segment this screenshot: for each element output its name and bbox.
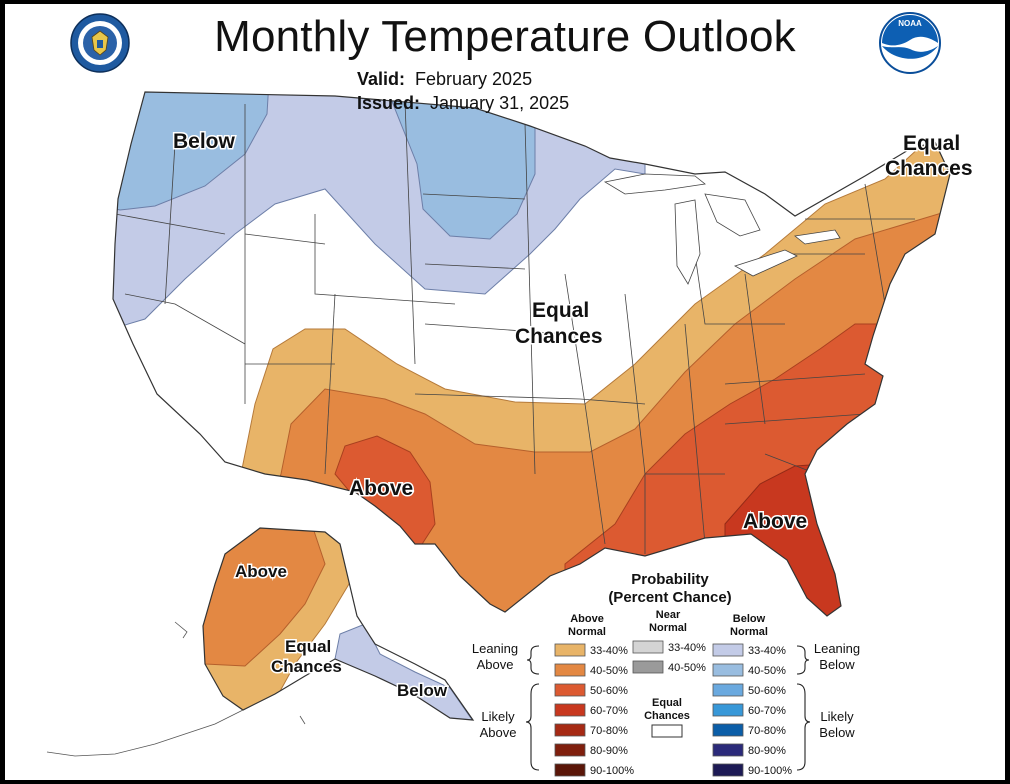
legend-above-swatch — [554, 763, 586, 777]
issued-value: January 31, 2025 — [430, 93, 570, 113]
legend-below-range-label: 80-90% — [748, 745, 786, 757]
legend-near-swatch — [632, 660, 664, 674]
label-equal-ne-line1: Equal — [903, 132, 960, 155]
valid-label: Valid: — [357, 69, 406, 89]
legend-near-head-line2: Normal — [649, 622, 687, 634]
legend-above-range-label: 40-50% — [590, 665, 628, 677]
legend-below-swatch — [712, 763, 744, 777]
legend-above-swatch — [554, 723, 586, 737]
label-above-southwest: Above — [349, 477, 413, 500]
great-lakes — [603, 173, 841, 285]
label-equal-ne-line2: Chances — [885, 157, 973, 180]
issued-label: Issued: — [357, 93, 421, 113]
legend-above-swatch — [554, 743, 586, 757]
label-equal-alaska-line2: Chances — [271, 657, 342, 676]
legend-near-head-line1: Near — [656, 609, 681, 621]
valid-value: February 2025 — [415, 69, 533, 89]
legend-below-range-label: 50-60% — [748, 685, 786, 697]
legend-below-swatch — [712, 703, 744, 717]
legend-likely-above-line1: Likely — [481, 709, 515, 724]
legend-above-head-line1: Above — [570, 613, 604, 625]
legend-title-line2: (Percent Chance) — [608, 589, 731, 606]
legend-likely-below-line2: Below — [819, 725, 855, 740]
legend-below-swatch — [712, 683, 744, 697]
legend-above-range-label: 33-40% — [590, 645, 628, 657]
legend-leaning-below-line2: Below — [819, 657, 855, 672]
legend-below-swatch — [712, 723, 744, 737]
legend-below-range-label: 70-80% — [748, 725, 786, 737]
legend-above-range-label: 60-70% — [590, 705, 628, 717]
legend-above-range-label: 90-100% — [590, 765, 634, 777]
alaska-islands — [46, 621, 306, 757]
state-boundaries — [114, 101, 915, 554]
legend-below-range-label: 60-70% — [748, 705, 786, 717]
legend-near-range-label: 40-50% — [668, 662, 706, 674]
legend-below-head-line1: Below — [733, 613, 766, 625]
legend-near-column: 33-40% 40-50% — [632, 640, 706, 674]
label-below-west: Below — [173, 130, 236, 153]
legend-braces — [525, 645, 811, 771]
valid-row: Valid: February 2025 — [357, 69, 532, 90]
legend-below-range-label: 33-40% — [748, 645, 786, 657]
svg-text:NOAA: NOAA — [898, 19, 922, 28]
legend-above-range-label: 50-60% — [590, 685, 628, 697]
legend-near-range-label: 33-40% — [668, 642, 706, 654]
label-equal-central-line1: Equal — [532, 299, 589, 322]
legend-equal-swatch — [651, 724, 683, 738]
legend-leaning-above-line2: Above — [477, 657, 514, 672]
label-equal-central-line2: Chances — [515, 325, 603, 348]
legend-above-swatch — [554, 643, 586, 657]
noaa-logo-icon: NOAA — [879, 12, 941, 74]
label-equal-alaska-line1: Equal — [285, 637, 331, 656]
label-above-southeast: Above — [743, 510, 807, 533]
legend-leaning-below-line1: Leaning — [814, 641, 860, 656]
legend-below-head-line2: Normal — [730, 626, 768, 638]
outlook-map: Below Equal Chances Equal Chances Above … — [46, 12, 975, 777]
legend-above-range-label: 80-90% — [590, 745, 628, 757]
probability-legend: Probability (Percent Chance) Above Norma… — [472, 571, 860, 777]
legend-equal-line1: Equal — [652, 697, 682, 709]
label-above-alaska: Above — [235, 562, 287, 581]
outlook-frame: Below Equal Chances Equal Chances Above … — [5, 4, 1005, 780]
legend-below-swatch — [712, 743, 744, 757]
legend-likely-below-line1: Likely — [820, 709, 854, 724]
label-below-alaska: Below — [397, 681, 448, 700]
legend-above-swatch — [554, 683, 586, 697]
page-title: Monthly Temperature Outlook — [214, 12, 796, 61]
legend-above-swatch — [554, 703, 586, 717]
legend-leaning-above-line1: Leaning — [472, 641, 518, 656]
issued-row: Issued: January 31, 2025 — [357, 93, 569, 114]
doc-seal-icon — [70, 13, 130, 73]
legend-near-swatch — [632, 640, 664, 654]
legend-below-swatch — [712, 663, 744, 677]
legend-title-line1: Probability — [631, 571, 709, 588]
map-labels: Below Equal Chances Equal Chances Above … — [172, 129, 975, 702]
legend-equal-line2: Chances — [644, 710, 690, 722]
legend-likely-above-line2: Above — [480, 725, 517, 740]
legend-below-range-label: 40-50% — [748, 665, 786, 677]
legend-above-head-line2: Normal — [568, 626, 606, 638]
legend-above-swatch — [554, 663, 586, 677]
legend-below-column: 33-40% 40-50% 50-60% 60-70% 70-80% 80-90% 90-1… — [712, 643, 792, 777]
legend-below-swatch — [712, 643, 744, 657]
legend-above-column: 33-40% 40-50% 50-60% 60-70% 70-80% 80-90% 90-1… — [554, 643, 634, 777]
legend-below-range-label: 90-100% — [748, 765, 792, 777]
legend-above-range-label: 70-80% — [590, 725, 628, 737]
